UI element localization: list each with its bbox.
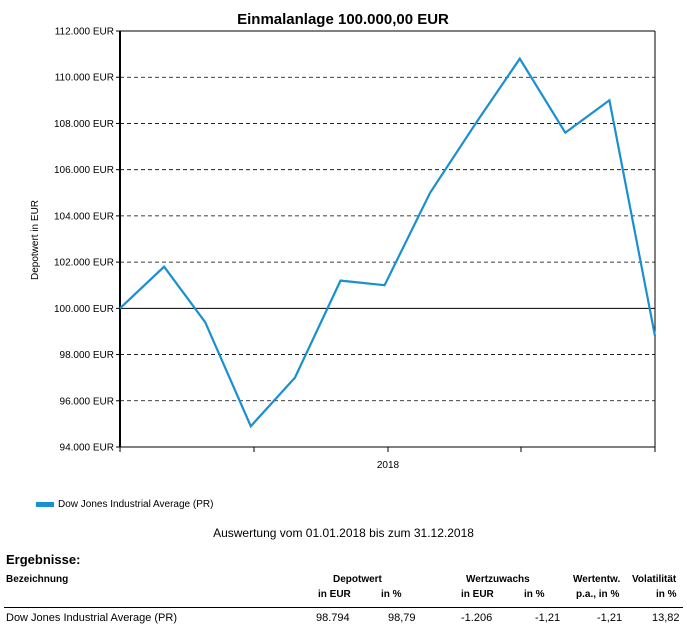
header-volatilitaet: Volatilität: [632, 574, 677, 585]
row-depot-pct: 98,79: [388, 612, 416, 624]
y-tick-label: 104.000 EUR: [54, 211, 114, 222]
header-wz-pct: in %: [524, 589, 545, 600]
y-axis-ticks: 94.000 EUR 96.000 EUR 98.000 EUR 100.000 EU…: [54, 27, 120, 454]
y-axis-label: Depotwert in EUR: [30, 200, 41, 280]
legend-swatch: [36, 502, 54, 507]
row-vol: 13,82: [652, 612, 680, 624]
row-wz-eur: -1.206: [461, 612, 493, 624]
header-wertentw-sub: p.a., in %: [576, 589, 620, 600]
y-tick-label: 98.000 EUR: [60, 350, 114, 361]
table-rule: [4, 607, 683, 608]
header-depotwert: Depotwert: [333, 574, 382, 585]
row-depot-eur: 98.794: [316, 612, 350, 624]
grid-lines: [120, 76, 655, 402]
header-depot-eur: in EUR: [318, 589, 351, 600]
x-axis-ticks: [119, 447, 656, 452]
y-tick-label: 94.000 EUR: [60, 443, 114, 454]
legend: Dow Jones Industrial Average (PR): [36, 499, 213, 510]
y-tick-label: 96.000 EUR: [60, 396, 114, 407]
y-tick-label: 112.000 EUR: [55, 27, 114, 38]
period-text: Auswertung vom 01.01.2018 bis zum 31.12.…: [213, 526, 474, 540]
header-wertentw: Wertentw.: [573, 574, 621, 585]
y-tick-label: 108.000 EUR: [54, 119, 114, 130]
y-tick-label: 110.000 EUR: [55, 73, 114, 84]
legend-label: Dow Jones Industrial Average (PR): [58, 499, 214, 510]
line-chart: Einmalanlage 100.000,00 EUR 94.000 EUR 96…: [30, 11, 657, 471]
header-bezeichnung: Bezeichnung: [6, 574, 69, 585]
row-wz-pct: -1,21: [535, 612, 561, 624]
y-tick-label: 106.000 EUR: [54, 165, 114, 176]
row-wertentw: -1,21: [597, 612, 623, 624]
x-tick-label-2018: 2018: [377, 460, 400, 471]
row-name: Dow Jones Industrial Average (PR): [6, 612, 177, 624]
y-tick-label: 100.000 EUR: [54, 304, 114, 315]
header-vol-sub: in %: [656, 589, 677, 600]
header-depot-pct: in %: [381, 589, 402, 600]
results-heading: Ergebnisse:: [6, 552, 81, 567]
series-line-dow-jones: [119, 56, 657, 429]
header-wertzuwachs: Wertzuwachs: [466, 574, 530, 585]
y-tick-label: 102.000 EUR: [54, 258, 114, 269]
chart-title: Einmalanlage 100.000,00 EUR: [237, 11, 449, 28]
header-wz-eur: in EUR: [461, 589, 494, 600]
